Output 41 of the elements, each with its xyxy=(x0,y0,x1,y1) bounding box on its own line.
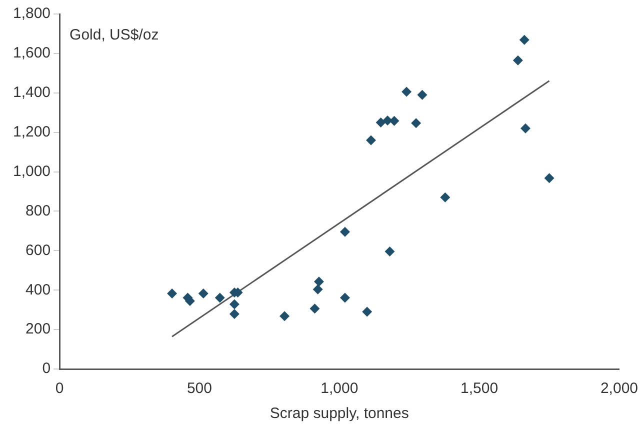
y-tick-label: 200 xyxy=(26,320,51,338)
y-tick-label: 0 xyxy=(42,360,51,378)
point xyxy=(280,311,290,322)
point xyxy=(340,292,350,303)
point xyxy=(440,192,450,202)
y-tick-label: 600 xyxy=(26,242,51,259)
point xyxy=(512,55,523,66)
point xyxy=(314,276,324,287)
y-tick-label: 1,600 xyxy=(12,44,51,62)
point xyxy=(198,288,208,298)
x-tick-label: 500 xyxy=(186,380,212,398)
x-tick-label: 2,000 xyxy=(600,380,638,398)
y-tick-label: 800 xyxy=(26,202,51,220)
x-tick-label: 1,000 xyxy=(320,380,358,398)
point xyxy=(310,304,320,314)
x-tick-label: 0 xyxy=(55,380,64,398)
y-tick-label: 1,400 xyxy=(12,84,51,102)
x-tick-label: 1,500 xyxy=(460,380,498,398)
point xyxy=(362,306,372,317)
point xyxy=(402,86,412,97)
y-tick-label: 400 xyxy=(26,281,51,298)
point xyxy=(411,118,422,128)
y-tick-label: 1,800 xyxy=(12,5,51,22)
point xyxy=(520,123,530,134)
point xyxy=(340,226,350,237)
point xyxy=(366,135,376,146)
point xyxy=(229,308,240,319)
point xyxy=(519,34,530,45)
x-axis-title: Scrap supply, tonnes xyxy=(270,405,409,422)
point xyxy=(544,173,554,184)
annotation: Gold, US$/oz xyxy=(70,26,159,44)
point xyxy=(167,288,178,298)
point xyxy=(384,246,395,256)
y-tick-label: 1,200 xyxy=(12,123,51,140)
point xyxy=(389,116,400,126)
point xyxy=(229,299,240,310)
y-tick-label: 1,000 xyxy=(12,162,51,180)
point xyxy=(376,117,386,128)
point xyxy=(312,284,323,294)
point xyxy=(417,90,428,100)
point xyxy=(214,292,225,303)
